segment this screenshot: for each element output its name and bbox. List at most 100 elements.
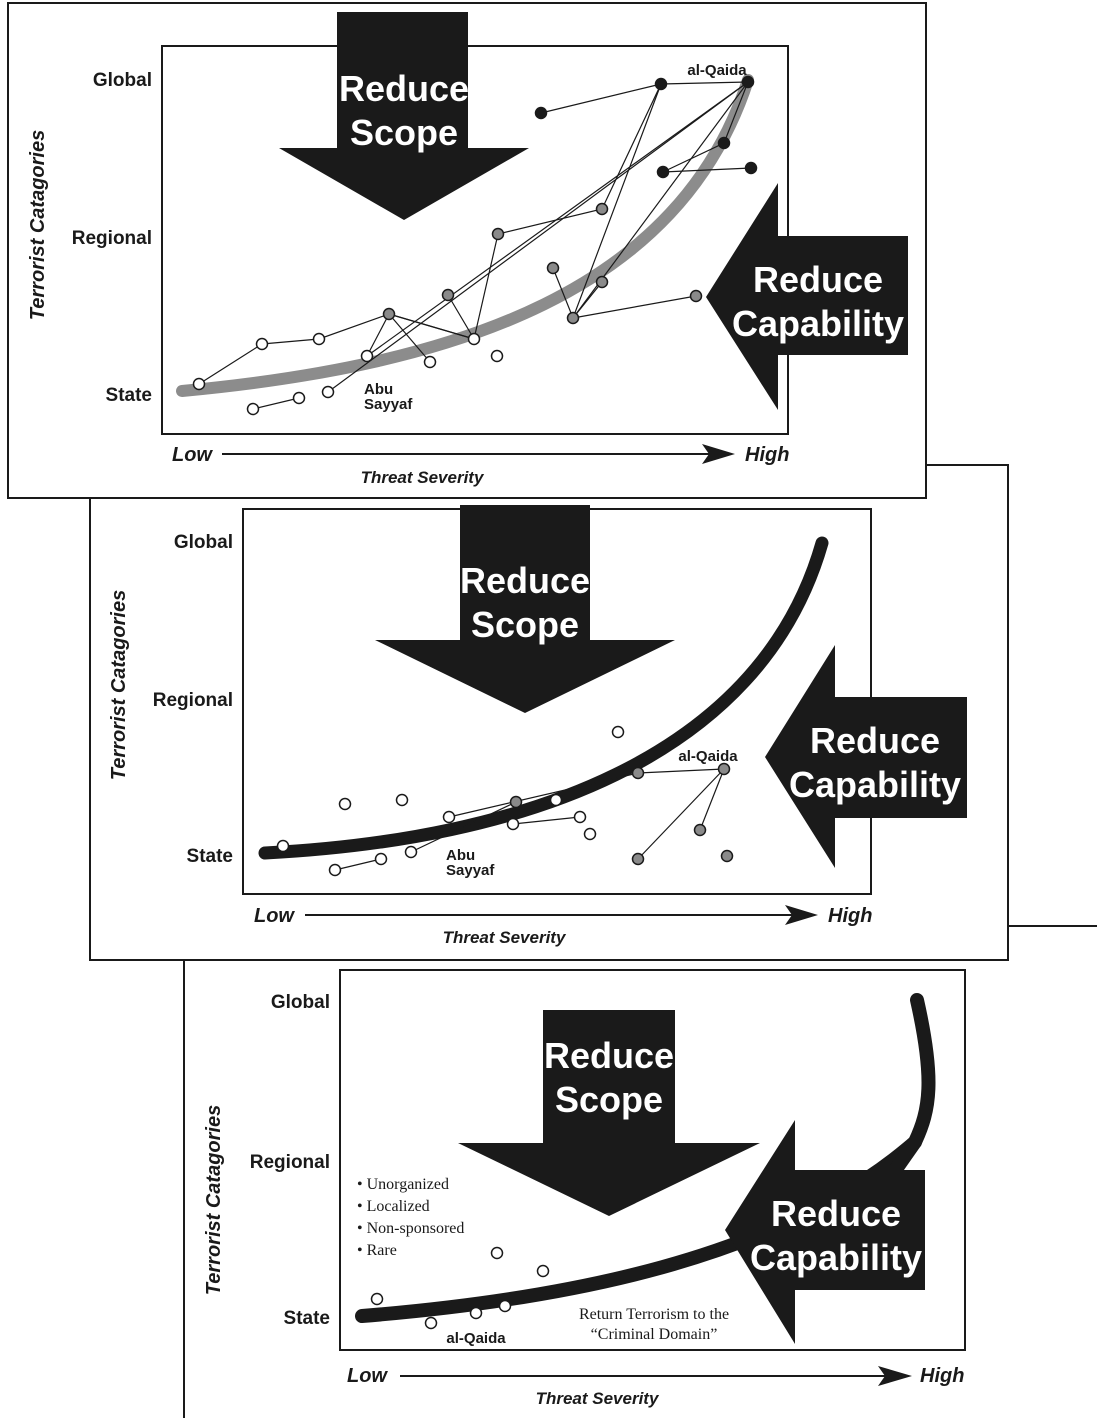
panel-2-y-regional: Regional	[153, 690, 233, 711]
panel-1-y-title: Terrorist Catagories	[27, 130, 49, 320]
panel-3-capability-line1: Reduce	[771, 1193, 901, 1234]
panel-2-node	[693, 823, 707, 837]
panel-1-node	[595, 202, 609, 216]
panel-3-node	[424, 1316, 438, 1330]
panel-2-link	[512, 816, 581, 825]
panel-2-x-high: High	[828, 905, 872, 927]
panel-2-link	[410, 801, 517, 853]
panel-2-node	[442, 810, 456, 824]
panel-1-node	[717, 136, 731, 150]
panel-2-group-label-line1: Abu	[446, 847, 475, 864]
panel-3-node	[490, 1246, 504, 1260]
panel-1: Terrorist Catagories Global Regional Sta…	[7, 2, 927, 499]
panel-1-node	[192, 377, 206, 391]
panel-3-x-title: Threat Severity	[536, 1389, 660, 1408]
panel-1-x-axis-arrowhead	[702, 444, 735, 464]
panel-2: Terrorist Catagories Global Regional Sta…	[89, 464, 1097, 961]
panel-2-scope-line1: Reduce	[460, 560, 590, 601]
panel-3-x-axis-arrowhead	[878, 1366, 912, 1386]
panel-3-bullet-3: • Non-sponsored	[357, 1220, 464, 1237]
panel-1-link	[388, 313, 431, 363]
panel-2-capability-line1: Reduce	[810, 720, 940, 761]
panel-3-bullet-1: • Unorganized	[357, 1176, 449, 1193]
panel-2-node	[631, 852, 645, 866]
panel-1-node	[423, 355, 437, 369]
panel-2-threat-curve	[258, 536, 829, 860]
panel-2-node	[374, 852, 388, 866]
panel-1-group-label-line2: Sayyaf	[364, 396, 413, 413]
panel-3-x-high: High	[920, 1365, 964, 1387]
panel-3-bullet-2: • Localized	[357, 1198, 430, 1215]
panel-1-node	[566, 311, 580, 325]
panel-3-bullet-4: • Rare	[357, 1242, 397, 1259]
panel-2-y-state: State	[187, 846, 233, 867]
panel-2-node	[611, 725, 625, 739]
panel-2-links	[334, 768, 725, 871]
panel-1-link	[540, 83, 662, 114]
panel-1-x-title: Threat Severity	[361, 468, 485, 487]
panel-1-node	[312, 332, 326, 346]
panel-1-node	[491, 227, 505, 241]
panel-1-x-high: High	[745, 444, 789, 466]
panel-2-node	[404, 845, 418, 859]
panel-2-link	[334, 858, 382, 871]
panel-2-link	[637, 768, 725, 774]
panel-1-y-state: State	[106, 385, 152, 406]
panel-2-node	[583, 827, 597, 841]
panel-1-link	[572, 295, 697, 319]
panel-1-scope-line2: Scope	[350, 112, 458, 153]
panel-3-note-line1: Return Terrorism to the	[579, 1306, 729, 1323]
panel-3-node	[498, 1299, 512, 1313]
panel-2-y-title: Terrorist Catagories	[108, 590, 130, 780]
panel-1-link	[662, 167, 752, 173]
panel-2-node	[506, 817, 520, 831]
panel-2-node	[395, 793, 409, 807]
panel-2-node	[573, 810, 587, 824]
panel-1-group-label-line1: Abu	[364, 381, 393, 398]
panel-3-note-line2: “Criminal Domain”	[591, 1326, 718, 1343]
panel-2-node	[276, 839, 290, 853]
panel-2-node	[631, 766, 645, 780]
panel-1-link	[327, 81, 749, 393]
panel-2-reduce-capability-arrow	[765, 645, 967, 868]
panel-3-node	[370, 1292, 384, 1306]
panel-3-plot-frame	[339, 969, 966, 1351]
panel-2-reduce-scope-arrow	[375, 505, 675, 713]
panel-1-reduce-capability-arrow	[706, 183, 908, 410]
panel-1-capability-line2: Capability	[732, 303, 904, 344]
panel-3-reduce-capability-arrow	[725, 1120, 925, 1344]
panel-1-node	[595, 275, 609, 289]
panel-3-scope-line1: Reduce	[544, 1035, 674, 1076]
panel-1-x-low: Low	[172, 444, 213, 466]
panel-1-link	[252, 397, 300, 410]
panel-1-node	[656, 165, 670, 179]
panel-1-link	[366, 313, 390, 357]
panel-1-node	[546, 261, 560, 275]
panel-1-node	[741, 75, 755, 89]
panel-1-link	[366, 81, 749, 357]
panel-1-y-regional: Regional	[72, 228, 152, 249]
panel-3-reduce-scope-arrow	[458, 1010, 760, 1216]
panel-2-node	[717, 762, 731, 776]
panel-2-x-axis-arrowhead	[785, 905, 818, 925]
panel-1-nodes	[192, 75, 758, 416]
panel-3-y-title: Terrorist Catagories	[203, 1105, 225, 1295]
panel-1-node	[654, 77, 668, 91]
panel-1-node	[382, 307, 396, 321]
panel-1-node	[689, 289, 703, 303]
panel-2-x-low: Low	[254, 905, 295, 927]
panel-1-scope-line1: Reduce	[339, 68, 469, 109]
panel-2-node	[720, 849, 734, 863]
panel-1-node	[246, 402, 260, 416]
panel-1-node	[321, 385, 335, 399]
panel-2-x-title: Threat Severity	[443, 928, 567, 947]
panel-1-node	[467, 332, 481, 346]
panel-1-node	[744, 161, 758, 175]
panel-3-node	[536, 1264, 550, 1278]
panel-1-node	[255, 337, 269, 351]
panel-1-node	[292, 391, 306, 405]
panel-1-alqaida-label: al-Qaida	[687, 62, 747, 79]
panel-3-nodes	[370, 1246, 550, 1330]
panel-3-y-state: State	[284, 1308, 330, 1329]
